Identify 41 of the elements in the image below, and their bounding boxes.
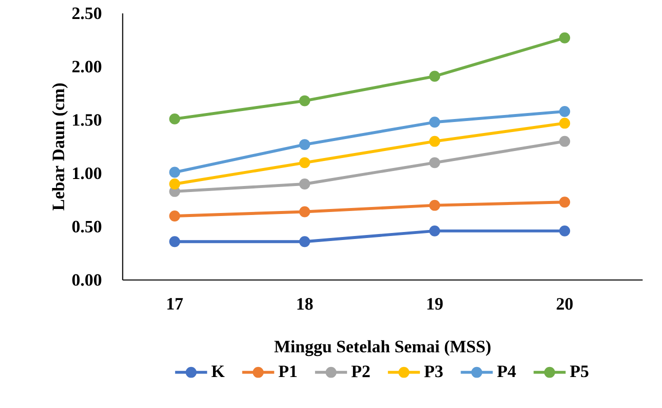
y-tick-label: 1.50 [73,114,102,126]
point [429,200,440,211]
point [169,210,180,222]
legend-label: P5 [570,366,588,378]
x-tick-label: 17 [167,298,183,310]
point [559,106,570,117]
y-tick-label: 2.50 [72,7,102,20]
point [559,225,570,236]
point [299,178,310,190]
point [429,136,440,147]
x-tick-label: 18 [297,298,313,310]
x-tick-label: 20 [556,298,573,310]
point [559,196,570,208]
x-axis-title: Minggu Setelah Semai (MSS) [274,340,490,356]
point [169,236,180,248]
point [169,113,180,124]
point [169,166,180,178]
legend-label: P1 [278,366,297,378]
point [559,136,570,147]
point [169,178,180,190]
point [429,116,440,128]
y-tick-label: 1.00 [73,167,102,180]
point [559,32,570,44]
y-axis-title: Lebar Daun (cm) [52,83,68,210]
legend-label: P3 [424,366,443,378]
point [299,236,310,248]
point [299,206,310,218]
y-tick-label: 0.00 [72,274,102,286]
point [299,95,310,106]
point [429,225,440,236]
y-tick-label: 2.00 [72,60,102,73]
point [429,70,440,82]
legend-label: P2 [351,366,370,378]
point [559,118,570,129]
point [429,157,440,168]
x-tick-label: 19 [427,298,443,310]
point [299,139,310,150]
legend-label: P4 [497,366,516,378]
legend-label: K [212,366,225,378]
point [299,157,310,168]
y-tick-label: 0.50 [72,220,102,233]
